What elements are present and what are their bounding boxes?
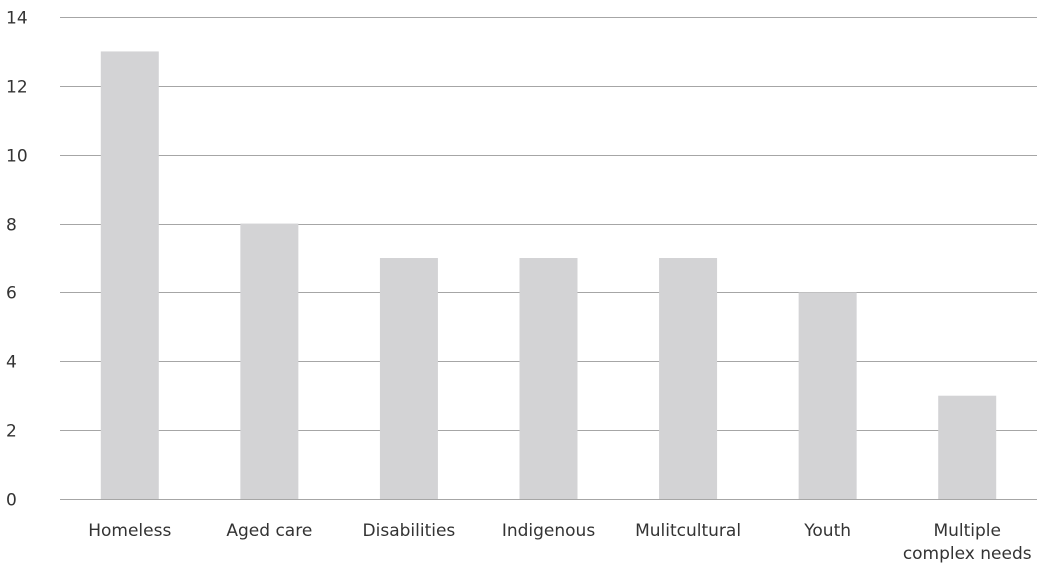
x-tick-label: Disabilities xyxy=(363,521,456,541)
x-axis-labels: Homeless Aged care Disabilities Indigenous M… xyxy=(88,521,1032,564)
x-tick-label: complex needs xyxy=(903,544,1032,564)
bar xyxy=(240,223,299,500)
x-tick-label: Indigenous xyxy=(502,521,596,541)
bar xyxy=(938,395,997,499)
x-tick-label: Multiple xyxy=(933,521,1001,541)
x-tick-label: Homeless xyxy=(88,521,171,541)
y-tick-label: 2 xyxy=(6,422,17,442)
x-tick-label: Aged care xyxy=(226,521,312,541)
x-tick-label: Youth xyxy=(803,521,851,541)
bar xyxy=(798,292,857,499)
bar xyxy=(659,258,718,499)
y-tick-label: 14 xyxy=(6,9,28,29)
y-tick-label: 0 xyxy=(6,491,17,511)
bars xyxy=(100,51,997,500)
y-axis-ticks: 0 2 4 6 8 10 12 14 xyxy=(6,9,28,511)
y-tick-label: 6 xyxy=(6,284,17,304)
bar xyxy=(379,258,438,499)
y-tick-label: 8 xyxy=(6,216,17,236)
x-tick-label: Mulitcultural xyxy=(635,521,741,541)
y-tick-label: 10 xyxy=(6,147,28,167)
y-tick-label: 12 xyxy=(6,78,28,98)
bar xyxy=(100,51,159,500)
y-tick-label: 4 xyxy=(6,353,17,373)
bar xyxy=(519,258,578,499)
